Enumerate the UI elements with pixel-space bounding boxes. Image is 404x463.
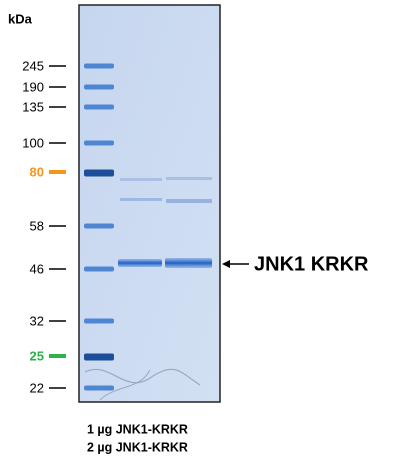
ladder-band [84, 141, 114, 146]
marker-label: 25 [30, 348, 44, 363]
gel-figure: kDa 245 190 135 100 80 58 46 32 25 22 JNK1 KRKR 1… [0, 0, 404, 463]
faint-band [166, 177, 212, 180]
ladder-band [84, 267, 114, 272]
lane-label: 1 µg JNK1-KRKR [87, 422, 188, 436]
marker-label: 190 [22, 79, 44, 94]
marker-label: 135 [22, 99, 44, 114]
marker-label: 32 [30, 313, 44, 328]
protein-band [165, 258, 212, 268]
marker-label: 46 [30, 261, 44, 276]
faint-band [120, 198, 162, 201]
faint-band [166, 199, 212, 203]
protein-band [118, 259, 162, 267]
ladder-band [84, 85, 114, 90]
ladder-band [84, 354, 114, 361]
marker-label: 22 [30, 380, 44, 395]
ladder-band [84, 170, 114, 177]
ladder-band [84, 319, 114, 324]
ladder-band [84, 224, 114, 229]
arrow-head [222, 260, 230, 268]
marker-label: 80 [30, 164, 44, 179]
ladder-band [84, 64, 114, 69]
unit-label: kDa [8, 11, 33, 26]
band-label: JNK1 KRKR [254, 253, 369, 275]
marker-label: 58 [30, 218, 44, 233]
lane-label: 2 µg JNK1-KRKR [87, 440, 188, 454]
ladder-band [84, 386, 114, 391]
faint-band [120, 178, 162, 181]
marker-labels: 245 190 135 100 80 58 46 32 25 22 [22, 58, 66, 395]
marker-label: 100 [22, 135, 44, 150]
marker-label: 245 [22, 58, 44, 73]
ladder-band [84, 105, 114, 110]
